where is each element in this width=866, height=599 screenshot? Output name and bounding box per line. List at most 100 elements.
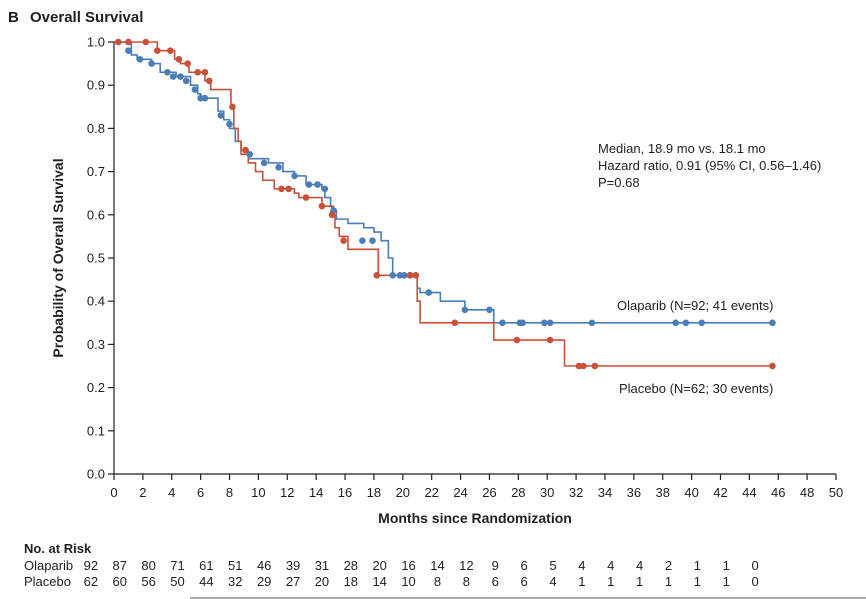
risk-value-placebo: 27 — [286, 574, 300, 589]
risk-value-placebo: 50 — [170, 574, 184, 589]
censor-mark-placebo — [184, 60, 191, 67]
censor-mark-placebo — [412, 271, 420, 279]
censor-mark-olaparib — [588, 319, 596, 327]
risk-value-olaparib: 20 — [372, 558, 386, 573]
legend-placebo: Placebo (N=62; 30 events) — [619, 381, 773, 396]
censor-mark-placebo — [194, 68, 202, 76]
censor-mark-placebo — [167, 47, 174, 54]
risk-value-placebo: 10 — [401, 574, 415, 589]
risk-value-placebo: 62 — [84, 574, 98, 589]
risk-value-olaparib: 0 — [752, 558, 759, 573]
censor-mark-olaparib — [461, 306, 469, 314]
censor-mark-placebo — [451, 319, 459, 327]
risk-value-placebo: 1 — [694, 574, 701, 589]
y-tick-label: 0.2 — [87, 380, 105, 395]
censor-mark-olaparib — [359, 237, 366, 245]
y-tick-label: 0.5 — [87, 251, 105, 266]
censor-mark-placebo — [328, 211, 336, 219]
risk-value-placebo: 56 — [141, 574, 155, 589]
risk-value-placebo: 8 — [463, 574, 470, 589]
risk-value-olaparib: 2 — [665, 558, 672, 573]
censor-mark-placebo — [154, 47, 161, 54]
risk-value-olaparib: 12 — [459, 558, 473, 573]
risk-value-placebo: 60 — [113, 574, 127, 589]
censor-mark-placebo — [278, 185, 285, 193]
censor-mark-olaparib — [136, 55, 144, 63]
x-tick-label: 32 — [569, 485, 583, 500]
censor-mark-olaparib — [425, 289, 433, 296]
censor-mark-olaparib — [217, 112, 225, 119]
risk-value-placebo: 1 — [665, 574, 672, 589]
risk-value-placebo: 6 — [520, 574, 527, 589]
risk-value-olaparib: 1 — [694, 558, 701, 573]
x-tick-label: 20 — [396, 485, 410, 500]
censor-mark-olaparib — [698, 319, 706, 327]
censor-mark-olaparib — [291, 172, 298, 180]
survival-curve-placebo — [114, 41, 773, 367]
censor-mark-olaparib — [369, 237, 376, 245]
censor-mark-olaparib — [519, 319, 526, 327]
censor-mark-placebo — [340, 237, 347, 245]
risk-value-placebo: 44 — [199, 574, 213, 589]
x-tick-label: 30 — [540, 485, 554, 500]
censor-mark-olaparib — [672, 319, 680, 327]
risk-value-placebo: 8 — [434, 574, 441, 589]
risk-value-placebo: 14 — [372, 574, 386, 589]
annotation-median: Median, 18.9 mo vs. 18.1 mo — [598, 141, 766, 156]
x-tick-label: 0 — [110, 485, 117, 500]
chart-title: Overall Survival — [30, 9, 143, 26]
censor-mark-olaparib — [275, 163, 282, 171]
risk-value-olaparib: 4 — [607, 558, 614, 573]
risk-value-olaparib: 46 — [257, 558, 271, 573]
censor-mark-olaparib — [191, 86, 199, 93]
x-tick-label: 22 — [424, 485, 438, 500]
y-axis-label: Probability of Overall Survival — [50, 158, 66, 357]
x-tick-label: 40 — [684, 485, 698, 500]
censor-mark-olaparib — [226, 120, 233, 128]
censor-mark-placebo — [546, 336, 554, 344]
y-tick-label: 0.1 — [87, 423, 105, 438]
x-tick-label: 2 — [139, 485, 146, 500]
risk-value-placebo: 32 — [228, 574, 242, 589]
risk-value-olaparib: 92 — [84, 558, 98, 573]
y-tick-label: 1.0 — [87, 35, 105, 50]
censor-mark-placebo — [201, 68, 209, 76]
risk-value-olaparib: 28 — [344, 558, 358, 573]
censor-mark-olaparib — [499, 319, 506, 327]
risk-value-olaparib: 31 — [315, 558, 329, 573]
censor-mark-placebo — [769, 362, 776, 370]
x-tick-label: 8 — [226, 485, 233, 500]
censor-mark-olaparib — [246, 151, 254, 158]
y-tick-label: 0.9 — [87, 78, 105, 93]
risk-value-placebo: 1 — [578, 574, 585, 589]
censor-mark-placebo — [406, 271, 414, 279]
risk-value-placebo: 6 — [492, 574, 499, 589]
censor-mark-placebo — [513, 336, 521, 344]
risk-table-values: 92 87 80 71 61 51 46 39 31 28 20 16 14 12 9 6 5 4 4 4 2 1 1 062… — [84, 558, 759, 589]
x-tick-label: 24 — [453, 485, 467, 500]
risk-row-label-placebo: Placebo — [24, 574, 71, 589]
risk-value-placebo: 1 — [723, 574, 730, 589]
risk-value-olaparib: 9 — [492, 558, 499, 573]
x-tick-label: 14 — [309, 485, 323, 500]
risk-value-olaparib: 5 — [549, 558, 556, 573]
y-tick-label: 0.8 — [87, 121, 105, 136]
x-tick-label: 12 — [280, 485, 294, 500]
risk-value-olaparib: 51 — [228, 558, 242, 573]
censor-mark-placebo — [175, 55, 183, 63]
risk-value-olaparib: 4 — [636, 558, 643, 573]
risk-value-olaparib: 71 — [170, 558, 184, 573]
x-tick-label: 38 — [655, 485, 669, 500]
y-tick-label: 0.0 — [87, 467, 105, 482]
risk-row-label-olaparib: Olaparib — [24, 558, 73, 573]
censor-mark-olaparib — [486, 306, 493, 314]
x-tick-label: 34 — [598, 485, 612, 500]
censor-mark-olaparib — [682, 319, 690, 327]
censor-mark-placebo — [206, 77, 213, 85]
risk-value-placebo: 4 — [549, 574, 556, 589]
censor-mark-olaparib — [314, 181, 321, 188]
censor-mark-placebo — [318, 202, 326, 210]
censor-mark-olaparib — [177, 73, 184, 80]
censor-mark-olaparib — [305, 181, 313, 188]
